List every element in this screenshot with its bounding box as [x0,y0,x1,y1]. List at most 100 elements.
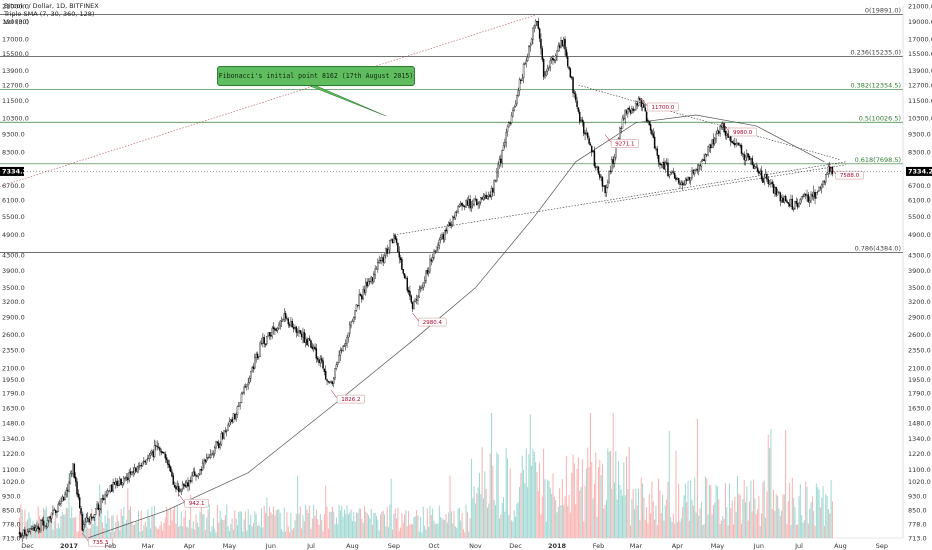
price-label-box[interactable] [646,102,679,112]
candle-body [601,177,604,187]
candle-body [458,204,461,207]
candle-body [224,430,227,432]
volume-bar [73,517,75,538]
candle-body [91,516,93,519]
candle-body [179,490,181,492]
volume-bar [536,471,538,538]
volume-bar [238,511,240,538]
volume-bar [67,508,69,538]
volume-bar [270,512,272,538]
candle-body [211,453,213,455]
time-tick-label: Feb [593,542,605,550]
volume-bar [263,505,265,538]
sma-line-path[interactable] [87,114,825,539]
volume-bar [640,477,642,538]
candle-body [403,273,406,279]
candle-body [191,475,193,482]
price-tick-right: 3500.0 [908,284,931,292]
volume-bar [331,506,333,538]
candle-body [369,281,371,283]
candle-body [702,159,704,161]
candle-body [439,237,442,240]
price-tick-left: 2900.0 [2,314,25,322]
volume-bar [25,521,27,538]
volume-bar [450,511,452,538]
volume-bar [722,515,724,538]
candle-body [816,190,819,193]
volume-bar [243,519,245,538]
price-label-box[interactable] [728,127,757,137]
candle-body [830,167,832,173]
candle-body [756,167,759,172]
volume-bar [696,418,698,538]
candle-body [28,531,30,532]
price-label-box[interactable] [184,498,209,508]
time-axis[interactable]: Dec 2017 Feb Mar Apr May Jun Jul Aug Sep Oct Nov Dec… [21,542,888,550]
candle-body [554,55,557,61]
candle-body [77,493,80,498]
volume-bar [434,523,436,538]
volume-bar [716,486,718,538]
volume-bar [353,512,355,538]
volume-bar [227,526,229,538]
indicator-volume-legend[interactable]: Vol (30) [4,18,30,26]
price-label-box[interactable] [336,394,365,404]
volume-bar [314,515,316,538]
volume-bar [79,510,81,538]
volume-bar [627,488,629,538]
candle-body [175,486,177,490]
volume-bar [703,524,705,538]
candle-body [755,166,757,168]
volume-bar [489,453,491,538]
volume-bar [821,497,823,538]
volume-bar [537,491,539,538]
volume-bar [738,493,740,538]
volume-bar [692,505,694,538]
trendline[interactable] [578,84,841,161]
fibonacci-note-callout[interactable]: Fibonacci's initial point 8162 (17th Aug… [217,66,415,86]
volume-bar [381,511,383,538]
indicator-sma-legend[interactable]: Triple SMA (7, 30, 360, 128) [4,10,95,18]
time-tick-label: Mar [630,542,643,550]
volume-bar [794,507,796,538]
volume-bar [302,515,304,538]
candle-body [112,482,114,492]
volume-bar [766,491,768,538]
candle-body [375,268,378,270]
volume-bar [444,520,446,538]
candle-body [611,159,613,172]
candle-body [141,461,144,467]
trendline[interactable] [393,161,846,236]
volume-bar [401,512,403,538]
volume-bar [480,494,482,538]
volume-bar [765,517,767,538]
volume-bar [224,515,226,538]
candle-body [117,484,120,487]
candle-body [401,258,403,270]
price-tick-left: 17000.0 [2,36,29,44]
candle-body [410,295,412,303]
price-label-box[interactable] [418,317,447,327]
candle-body [311,346,314,349]
candle-body [581,119,584,122]
volume-bar [402,522,404,538]
volume-bar [198,527,200,538]
candle-body [302,331,304,338]
price-label-box[interactable] [835,170,864,180]
price-tick-left: 1020.0 [2,478,25,486]
candle-body [787,202,790,205]
candle-body [712,139,715,145]
candle-body [620,127,622,129]
volume-bar [646,507,648,538]
candle-body [517,90,519,96]
candle-body [361,295,363,300]
volume-bar [777,495,779,538]
price-label-box[interactable] [610,139,639,148]
candle-body [84,522,86,525]
volume-bar [337,523,339,538]
volume-bar [762,482,764,538]
price-tick-left: 1100.0 [2,466,25,474]
volume-bar [222,519,224,538]
